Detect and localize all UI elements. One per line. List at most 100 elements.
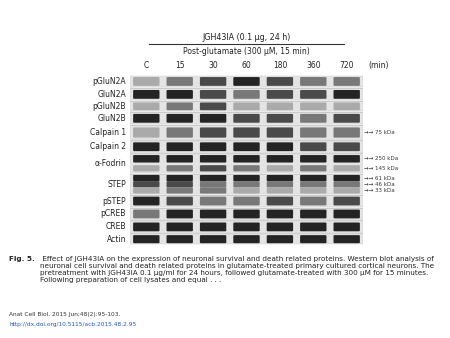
Text: 360: 360 — [306, 61, 320, 70]
FancyBboxPatch shape — [300, 210, 327, 218]
FancyBboxPatch shape — [130, 154, 363, 173]
FancyBboxPatch shape — [233, 210, 260, 218]
Text: 30: 30 — [208, 61, 218, 70]
FancyBboxPatch shape — [267, 187, 293, 194]
FancyBboxPatch shape — [133, 187, 159, 194]
FancyBboxPatch shape — [300, 127, 327, 138]
FancyBboxPatch shape — [333, 77, 360, 86]
FancyBboxPatch shape — [300, 175, 327, 181]
FancyBboxPatch shape — [133, 77, 159, 86]
FancyBboxPatch shape — [300, 90, 327, 99]
Text: →→ 33 kDa: →→ 33 kDa — [364, 188, 395, 193]
FancyBboxPatch shape — [166, 181, 193, 187]
FancyBboxPatch shape — [267, 175, 293, 181]
FancyBboxPatch shape — [166, 165, 193, 171]
FancyBboxPatch shape — [133, 175, 159, 181]
Text: STEP: STEP — [108, 180, 126, 189]
FancyBboxPatch shape — [130, 174, 363, 194]
FancyBboxPatch shape — [300, 165, 327, 171]
Text: pGluN2B: pGluN2B — [93, 102, 126, 111]
FancyBboxPatch shape — [233, 102, 260, 110]
FancyBboxPatch shape — [130, 141, 363, 153]
FancyBboxPatch shape — [333, 90, 360, 99]
FancyBboxPatch shape — [166, 102, 193, 110]
FancyBboxPatch shape — [133, 197, 159, 206]
Text: http://dx.doi.org/10.5115/acb.2015.48.2.95: http://dx.doi.org/10.5115/acb.2015.48.2.… — [9, 322, 136, 327]
FancyBboxPatch shape — [166, 187, 193, 194]
FancyBboxPatch shape — [166, 222, 193, 231]
FancyBboxPatch shape — [300, 222, 327, 231]
Text: →→ 250 kDa: →→ 250 kDa — [364, 156, 398, 161]
FancyBboxPatch shape — [200, 155, 226, 163]
FancyBboxPatch shape — [166, 127, 193, 138]
FancyBboxPatch shape — [233, 127, 260, 138]
Text: Calpain 2: Calpain 2 — [90, 142, 126, 151]
Text: 15: 15 — [175, 61, 184, 70]
FancyBboxPatch shape — [166, 77, 193, 86]
FancyBboxPatch shape — [133, 142, 159, 151]
Text: 720: 720 — [339, 61, 354, 70]
FancyBboxPatch shape — [267, 90, 293, 99]
FancyBboxPatch shape — [133, 181, 159, 187]
Text: pSTEP: pSTEP — [103, 196, 126, 206]
FancyBboxPatch shape — [200, 187, 226, 194]
FancyBboxPatch shape — [133, 114, 159, 123]
FancyBboxPatch shape — [267, 235, 293, 243]
FancyBboxPatch shape — [166, 90, 193, 99]
Text: Fig. 5.: Fig. 5. — [9, 256, 35, 262]
Text: 180: 180 — [273, 61, 287, 70]
FancyBboxPatch shape — [333, 210, 360, 218]
FancyBboxPatch shape — [333, 235, 360, 243]
FancyBboxPatch shape — [133, 90, 159, 99]
FancyBboxPatch shape — [130, 75, 363, 88]
Text: →→ 46 kDa: →→ 46 kDa — [364, 182, 395, 187]
FancyBboxPatch shape — [130, 195, 363, 207]
FancyBboxPatch shape — [200, 210, 226, 218]
FancyBboxPatch shape — [300, 187, 327, 194]
Text: Post-glutamate (300 μM, 15 min): Post-glutamate (300 μM, 15 min) — [183, 47, 310, 56]
FancyBboxPatch shape — [267, 102, 293, 110]
FancyBboxPatch shape — [233, 77, 260, 86]
FancyBboxPatch shape — [267, 222, 293, 231]
Text: GluN2B: GluN2B — [98, 114, 126, 123]
Text: pCREB: pCREB — [101, 210, 126, 218]
FancyBboxPatch shape — [300, 155, 327, 163]
Text: 60: 60 — [242, 61, 252, 70]
FancyBboxPatch shape — [333, 187, 360, 194]
FancyBboxPatch shape — [333, 165, 360, 171]
Text: (min): (min) — [368, 61, 388, 70]
FancyBboxPatch shape — [333, 222, 360, 231]
FancyBboxPatch shape — [133, 127, 159, 138]
FancyBboxPatch shape — [233, 222, 260, 231]
FancyBboxPatch shape — [166, 155, 193, 163]
FancyBboxPatch shape — [166, 235, 193, 243]
FancyBboxPatch shape — [267, 210, 293, 218]
FancyBboxPatch shape — [233, 197, 260, 206]
FancyBboxPatch shape — [300, 77, 327, 86]
FancyBboxPatch shape — [200, 142, 226, 151]
FancyBboxPatch shape — [267, 155, 293, 163]
FancyBboxPatch shape — [133, 222, 159, 231]
FancyBboxPatch shape — [133, 102, 159, 110]
Text: →→ 145 kDa: →→ 145 kDa — [364, 166, 398, 171]
FancyBboxPatch shape — [130, 208, 363, 220]
FancyBboxPatch shape — [200, 114, 226, 123]
FancyBboxPatch shape — [233, 165, 260, 171]
Text: →→ 75 kDa: →→ 75 kDa — [364, 130, 395, 135]
Text: pGluN2A: pGluN2A — [93, 77, 126, 86]
FancyBboxPatch shape — [267, 197, 293, 206]
FancyBboxPatch shape — [130, 234, 363, 244]
FancyBboxPatch shape — [200, 165, 226, 171]
FancyBboxPatch shape — [267, 77, 293, 86]
FancyBboxPatch shape — [233, 114, 260, 123]
FancyBboxPatch shape — [267, 181, 293, 187]
FancyBboxPatch shape — [333, 127, 360, 138]
FancyBboxPatch shape — [233, 175, 260, 181]
FancyBboxPatch shape — [233, 142, 260, 151]
FancyBboxPatch shape — [130, 101, 363, 111]
FancyBboxPatch shape — [300, 102, 327, 110]
FancyBboxPatch shape — [200, 175, 226, 181]
FancyBboxPatch shape — [200, 181, 226, 187]
FancyBboxPatch shape — [130, 89, 363, 100]
Text: JGH43IA (0.1 μg, 24 h): JGH43IA (0.1 μg, 24 h) — [202, 33, 291, 42]
